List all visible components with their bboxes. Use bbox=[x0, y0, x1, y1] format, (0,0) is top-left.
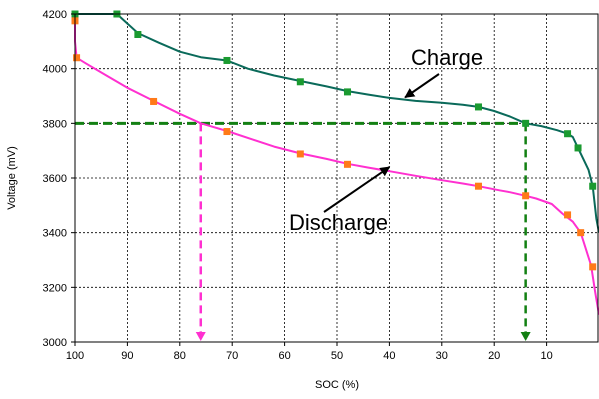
annotation-charge: Charge bbox=[411, 45, 483, 70]
x-tick-label-3: 70 bbox=[226, 350, 238, 362]
x-tick-label-4: 60 bbox=[278, 350, 290, 362]
marker-discharge-10 bbox=[589, 263, 597, 271]
y-tick-label-4: 3800 bbox=[43, 118, 67, 130]
x-tick-label-7: 30 bbox=[436, 350, 448, 362]
marker-discharge-3 bbox=[223, 128, 231, 136]
marker-charge-4 bbox=[296, 78, 304, 86]
ref-arrowhead-2 bbox=[520, 332, 531, 341]
y-tick-label-2: 3400 bbox=[43, 228, 67, 240]
x-axis-label: SOC (%) bbox=[315, 379, 359, 391]
annotation-arrow-discharge bbox=[323, 166, 391, 213]
x-tick-label-1: 90 bbox=[121, 350, 133, 362]
marker-charge-10 bbox=[589, 182, 597, 190]
x-tick-label-0: 100 bbox=[66, 350, 84, 362]
annotations: Charge Discharge bbox=[289, 45, 483, 235]
y-tick-label-6: 4200 bbox=[43, 9, 67, 21]
marker-charge-7 bbox=[522, 119, 530, 127]
y-tick-label-3: 3600 bbox=[43, 173, 67, 185]
marker-discharge-6 bbox=[474, 182, 482, 190]
grid-lines bbox=[75, 14, 599, 342]
reference-lines bbox=[75, 121, 531, 341]
axes bbox=[71, 13, 599, 346]
marker-charge-3 bbox=[223, 56, 231, 64]
marker-discharge-9 bbox=[577, 229, 585, 237]
x-tick-label-9: 10 bbox=[540, 350, 552, 362]
x-tick-label-5: 50 bbox=[331, 350, 343, 362]
series-markers bbox=[71, 10, 597, 271]
marker-discharge-2 bbox=[150, 97, 158, 105]
annotation-arrow-charge bbox=[404, 73, 440, 99]
annotation-discharge: Discharge bbox=[289, 210, 388, 235]
marker-discharge-8 bbox=[564, 211, 572, 219]
x-tick-label-6: 40 bbox=[383, 350, 395, 362]
marker-charge-2 bbox=[134, 31, 142, 38]
marker-discharge-1 bbox=[73, 54, 81, 62]
marker-discharge-4 bbox=[296, 150, 304, 158]
y-axis-label: Voltage (mV) bbox=[6, 146, 18, 210]
marker-charge-8 bbox=[564, 130, 572, 138]
x-tick-label-8: 20 bbox=[488, 350, 500, 362]
tick-labels: 100 90 80 70 60 50 40 30 20 10 3000 3200 3400 3600 380… bbox=[43, 9, 553, 362]
x-tick-label-2: 80 bbox=[174, 350, 186, 362]
marker-charge-9 bbox=[574, 144, 582, 152]
y-tick-label-0: 3000 bbox=[43, 337, 67, 349]
marker-discharge-7 bbox=[522, 192, 530, 200]
ref-arrowhead-1 bbox=[195, 332, 206, 341]
marker-charge-6 bbox=[474, 103, 482, 111]
marker-charge-5 bbox=[343, 88, 351, 96]
marker-discharge-5 bbox=[343, 160, 351, 168]
y-tick-label-5: 4000 bbox=[43, 64, 67, 76]
y-tick-label-1: 3200 bbox=[43, 282, 67, 294]
